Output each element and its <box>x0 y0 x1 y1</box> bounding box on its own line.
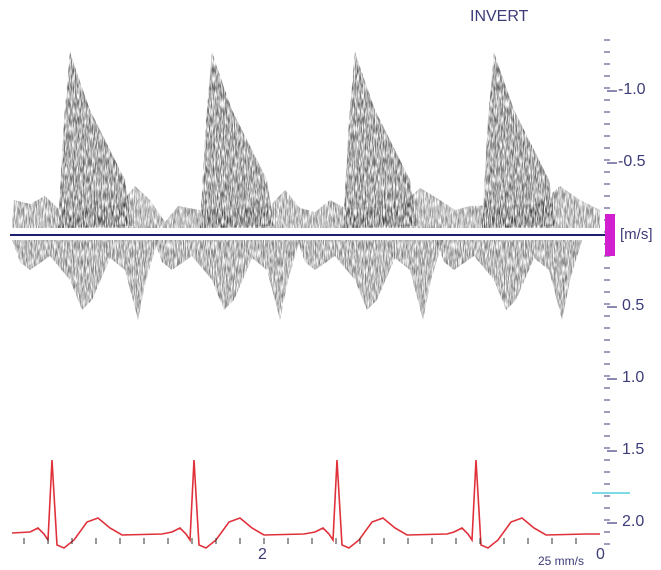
doppler-reverse-flow-envelope <box>297 240 443 320</box>
doppler-systolic-envelope <box>58 52 132 228</box>
scale-tick-label: 1.5 <box>622 441 645 458</box>
doppler-spectrum <box>12 52 600 320</box>
sweep-end-marker-label: 0 <box>596 546 605 563</box>
doppler-reverse-flow-envelope <box>12 240 158 320</box>
doppler-systolic-envelope <box>482 52 556 228</box>
ecg-time-marker-label: 2 <box>258 546 267 563</box>
doppler-systolic-envelope <box>200 52 274 228</box>
doppler-baseline-clutter-upper <box>12 186 600 228</box>
ecg-time-ticks <box>23 538 577 544</box>
ecg-trace <box>11 459 600 549</box>
scale-tick-label: 0.5 <box>622 297 645 314</box>
scale-tick-label: -0.5 <box>618 153 646 170</box>
baseline-marker[interactable] <box>605 214 615 256</box>
invert-label[interactable]: INVERT <box>470 8 529 25</box>
doppler-reverse-flow-envelope <box>154 240 300 320</box>
scale-tick-label: 1.0 <box>622 369 645 386</box>
velocity-scale-axis <box>604 39 617 545</box>
doppler-reverse-flow-envelope <box>436 240 582 320</box>
scale-tick-label: 2.0 <box>622 513 645 530</box>
scale-tick-label: -1.0 <box>618 81 646 98</box>
sweep-speed-label: 25 mm/s <box>538 554 585 568</box>
doppler-systolic-envelope <box>343 52 417 228</box>
scale-unit-label: [m/s] <box>620 226 653 243</box>
